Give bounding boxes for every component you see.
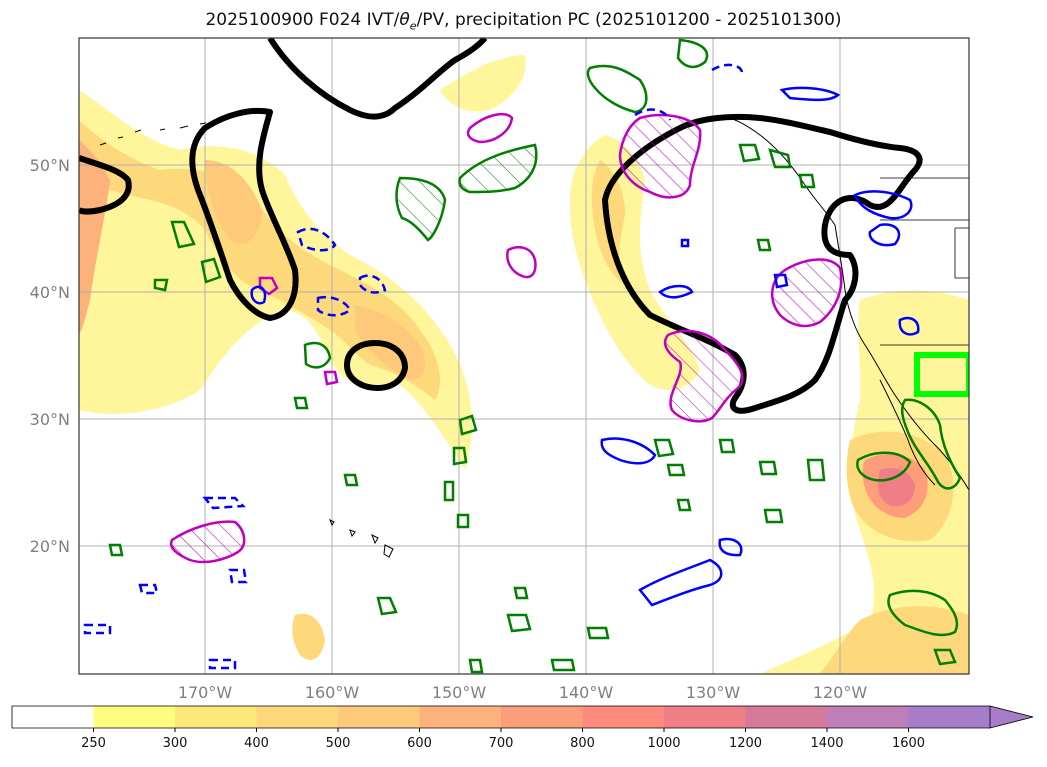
ivt-plume-west-mid xyxy=(79,120,440,400)
pv-pos-1 xyxy=(458,143,538,194)
colorbar-tick-label: 600 xyxy=(407,736,432,751)
map-frame xyxy=(78,37,970,675)
coastlines xyxy=(99,110,969,558)
longitude-labels: 170°W 160°W 150°W 140°W 130°W 120°W xyxy=(178,683,868,702)
border-lines xyxy=(880,177,969,346)
colorbar: 250 300 400 500 600 700 800 1000 1200 1400 1600 xyxy=(11,705,1034,751)
colorbar-tick-label: 1200 xyxy=(729,736,762,751)
colorbar-tick-label: 1400 xyxy=(810,736,843,751)
lon-label-140w: 140°W xyxy=(559,683,614,702)
precip-pc-region-3 xyxy=(663,329,744,423)
pv-neg-1 xyxy=(779,86,841,102)
lat-label-40n: 40°N xyxy=(30,283,70,302)
colorbar-segment xyxy=(175,706,257,728)
precip-pc-region-2 xyxy=(771,258,843,328)
pv-pos-3 xyxy=(586,64,648,114)
map-title: 2025100900 F024 IVT/θe/PV, precipitation… xyxy=(205,10,842,33)
baja-coast xyxy=(879,379,936,486)
pv-pos-13 xyxy=(653,438,692,512)
pv-neg-dashed-2 xyxy=(316,274,387,317)
colorbar-segment xyxy=(338,706,420,728)
ivt-plume-north xyxy=(440,55,526,112)
lat-label-50n: 50°N xyxy=(30,156,70,175)
ivt-small-south xyxy=(292,613,325,660)
ivt-plume-west-core xyxy=(205,160,262,244)
ivt-plume-central xyxy=(355,305,426,380)
colorbar-segment xyxy=(664,706,746,728)
ivt-baja-core xyxy=(878,468,915,507)
colorbar-tick-label: 250 xyxy=(81,736,106,751)
pv-pos-8 xyxy=(376,586,610,674)
lon-label-130w: 130°W xyxy=(686,683,741,702)
precip-pc-region-5 xyxy=(466,112,514,144)
pv-pos-6 xyxy=(303,341,332,369)
lon-label-120w: 120°W xyxy=(813,683,868,702)
pv-pos-7 xyxy=(443,414,478,529)
colorbar-extend-arrow xyxy=(989,705,1034,729)
latitude-labels: 50°N 40°N 30°N 20°N xyxy=(30,156,70,556)
pv-pos-12 xyxy=(718,143,826,524)
pv-pos-9 xyxy=(856,451,912,482)
colorbar-segment xyxy=(582,706,665,728)
north-america-coast xyxy=(699,115,969,491)
lon-label-160w: 160°W xyxy=(305,683,360,702)
pv-pos-4 xyxy=(676,38,709,69)
precip-pc-region-1 xyxy=(618,113,702,199)
pv-neg-3 xyxy=(658,273,789,299)
pv-neg-5 xyxy=(600,316,920,465)
pv-pos-2 xyxy=(395,176,447,242)
pv-pos-11 xyxy=(887,589,959,666)
colorbar-segment xyxy=(256,706,339,728)
theta-e-contour-northwest xyxy=(267,38,488,120)
colorbar-tick-label: 1600 xyxy=(892,736,925,751)
theta-e-contour-loop xyxy=(189,107,299,321)
colorbar-segment xyxy=(419,706,502,728)
lon-label-150w: 150°W xyxy=(432,683,487,702)
pv-neg-2 xyxy=(853,190,913,247)
colorbar-segment xyxy=(93,706,176,728)
ivt-lower-right xyxy=(820,606,969,674)
ivt-plume-west-high xyxy=(79,140,110,335)
pv-neg-4 xyxy=(638,537,743,607)
precip-pc-region-4 xyxy=(169,520,246,564)
precip-pc-regions xyxy=(169,112,843,564)
theta-e-contour-west xyxy=(79,155,132,215)
pv-positive-contours xyxy=(108,38,962,674)
colorbar-tick-label: 1000 xyxy=(647,736,680,751)
pv-pos-5 xyxy=(153,220,222,292)
colorbar-tick-label: 300 xyxy=(163,736,188,751)
colorbar-segment xyxy=(908,706,991,728)
precip-pc-region-6 xyxy=(506,246,537,279)
colorbar-segment xyxy=(12,706,94,728)
pv-negative-contours xyxy=(83,63,920,670)
theta-e-contour-circle xyxy=(344,340,408,391)
lat-label-20n: 20°N xyxy=(30,537,70,556)
lat-label-30n: 30°N xyxy=(30,410,70,429)
map-area xyxy=(79,38,969,674)
colorbar-segment xyxy=(501,706,583,728)
pv-pos-10 xyxy=(900,398,962,490)
colorbar-tick-label: 500 xyxy=(326,736,351,751)
theta-e-contour-coast xyxy=(602,113,923,414)
colorbar-tick-label: 400 xyxy=(244,736,269,751)
colorbar-tick-label: 800 xyxy=(570,736,595,751)
highlight-box xyxy=(914,352,969,397)
colorbar-tick-label: 700 xyxy=(489,736,514,751)
pv-neg-dashed-1 xyxy=(296,227,337,252)
pv-neg-6 xyxy=(250,238,690,305)
pv-neg-dashed-3 xyxy=(83,496,248,670)
theta-e-contours xyxy=(79,38,923,414)
colorbar-segment xyxy=(745,706,828,728)
pv-neg-dashed-4 xyxy=(634,63,744,121)
colorbar-segment xyxy=(827,706,909,728)
hawaii-islands xyxy=(329,518,394,558)
lon-label-170w: 170°W xyxy=(178,683,233,702)
pv-pos-14 xyxy=(108,396,359,557)
